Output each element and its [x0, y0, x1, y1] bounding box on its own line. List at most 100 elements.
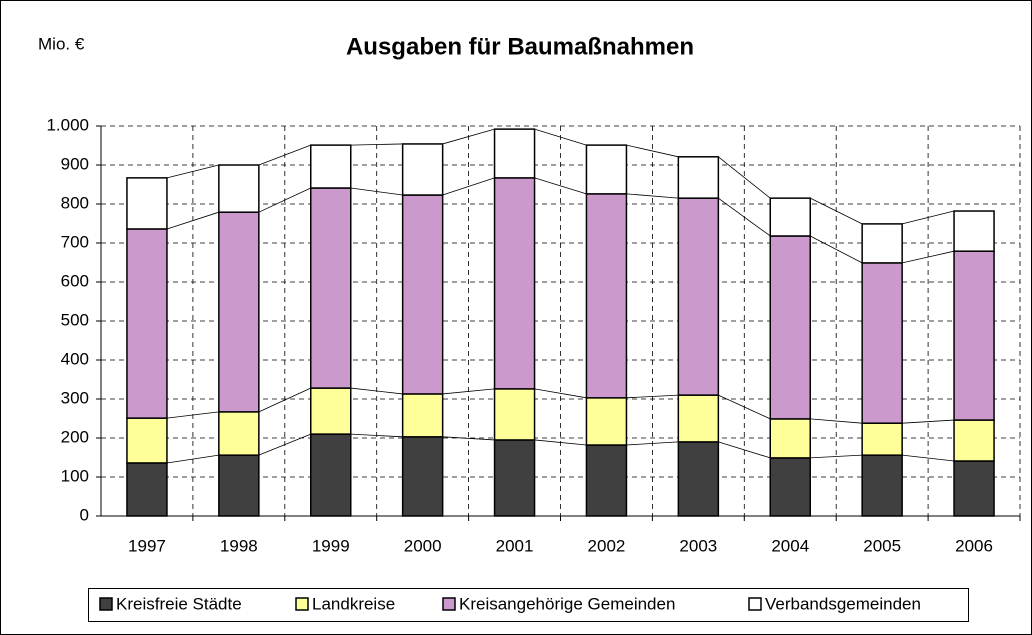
legend-swatch — [99, 597, 113, 611]
series-line — [534, 388, 587, 399]
y-tick-label: 500 — [61, 310, 89, 329]
series-line — [258, 144, 311, 166]
bar-segment — [218, 164, 260, 213]
x-tick-label: 1997 — [128, 536, 166, 555]
x-tick-label: 2001 — [496, 536, 534, 555]
series-line — [718, 197, 771, 237]
series-line — [442, 128, 495, 145]
legend-swatch — [442, 597, 456, 611]
series-line — [626, 144, 679, 158]
x-tick-label: 2005 — [863, 536, 901, 555]
bar-segment — [861, 454, 903, 517]
bar-segment — [861, 262, 903, 424]
bar-segment — [310, 433, 352, 517]
legend — [88, 588, 969, 622]
bar-segment — [585, 144, 628, 195]
series-line — [718, 394, 771, 420]
series-line — [534, 128, 587, 146]
bar-segment — [218, 454, 260, 517]
bar-segment — [401, 436, 444, 517]
series-line — [258, 387, 311, 413]
series-line — [442, 436, 495, 441]
bar-segment — [861, 422, 903, 456]
bar-segment — [953, 460, 995, 517]
bar-segment — [677, 156, 720, 199]
series-line — [810, 418, 863, 424]
x-tick-label: 2002 — [588, 536, 626, 555]
x-tick-label: 2004 — [771, 536, 809, 555]
bar-segment — [401, 194, 444, 395]
x-tick-label: 1999 — [312, 536, 350, 555]
series-line — [626, 441, 679, 446]
bar-segment — [585, 193, 628, 399]
bar-segment — [585, 397, 628, 446]
y-tick-label: 400 — [61, 349, 89, 368]
bar-segment — [953, 419, 995, 462]
bar-segment — [126, 417, 168, 464]
y-tick-label: 0 — [80, 505, 89, 524]
series-line — [166, 211, 219, 230]
bar-segment — [310, 144, 352, 189]
bar-segment — [401, 143, 444, 196]
series-line — [166, 164, 219, 179]
y-tick-label: 100 — [61, 466, 89, 485]
legend-label: Landkreise — [312, 594, 395, 613]
y-tick-label: 800 — [61, 193, 89, 212]
y-tick-label: 200 — [61, 427, 89, 446]
series-line — [350, 143, 403, 146]
bar-segment — [953, 210, 995, 252]
series-line — [810, 454, 863, 459]
series-line — [626, 193, 679, 199]
series-line — [902, 419, 955, 424]
bar-segment — [310, 387, 352, 435]
bar-segment — [677, 197, 720, 396]
series-line — [442, 388, 495, 395]
series-line — [350, 433, 403, 438]
y-tick-label: 600 — [61, 271, 89, 290]
y-tick-label: 700 — [61, 232, 89, 251]
bar-segment — [769, 418, 811, 459]
bar-segment — [493, 177, 536, 390]
series-line — [626, 394, 679, 399]
bar-segment — [310, 187, 352, 389]
x-tick-label: 2003 — [679, 536, 717, 555]
bar-segment — [677, 441, 720, 517]
bar-segment — [401, 393, 444, 438]
bar-segment — [218, 211, 260, 413]
legend-label: Verbandsgemeinden — [765, 594, 921, 613]
series-line — [810, 197, 863, 225]
legend-swatch — [295, 597, 309, 611]
bar-segment — [493, 439, 536, 517]
series-line — [350, 187, 403, 196]
bar-segment — [769, 457, 811, 517]
x-tick-label: 1998 — [220, 536, 258, 555]
bar-segment — [769, 235, 811, 420]
series-line — [902, 210, 955, 225]
bar-segment — [769, 197, 811, 237]
bar-segment — [493, 128, 536, 179]
bar-segment — [126, 462, 168, 517]
y-tick-label: 900 — [61, 154, 89, 173]
y-tick-label: 1.000 — [46, 115, 89, 134]
series-line — [810, 235, 863, 264]
legend-swatch — [748, 597, 762, 611]
legend-label: Kreisfreie Städte — [116, 594, 242, 613]
series-line — [902, 250, 955, 264]
bar-segment — [585, 444, 628, 517]
series-line — [258, 433, 311, 456]
series-line — [718, 156, 771, 199]
y-tick-label: 300 — [61, 388, 89, 407]
series-line — [166, 454, 219, 464]
bar-segment — [218, 411, 260, 456]
bar-segment — [493, 388, 536, 441]
x-tick-label: 2006 — [955, 536, 993, 555]
series-line — [718, 441, 771, 459]
legend-label: Kreisangehörige Gemeinden — [459, 594, 675, 613]
bar-segment — [126, 228, 168, 419]
series-line — [166, 411, 219, 419]
bar-segment — [677, 394, 720, 443]
series-line — [534, 439, 587, 446]
series-line — [534, 177, 587, 195]
bar-segment — [126, 177, 168, 230]
